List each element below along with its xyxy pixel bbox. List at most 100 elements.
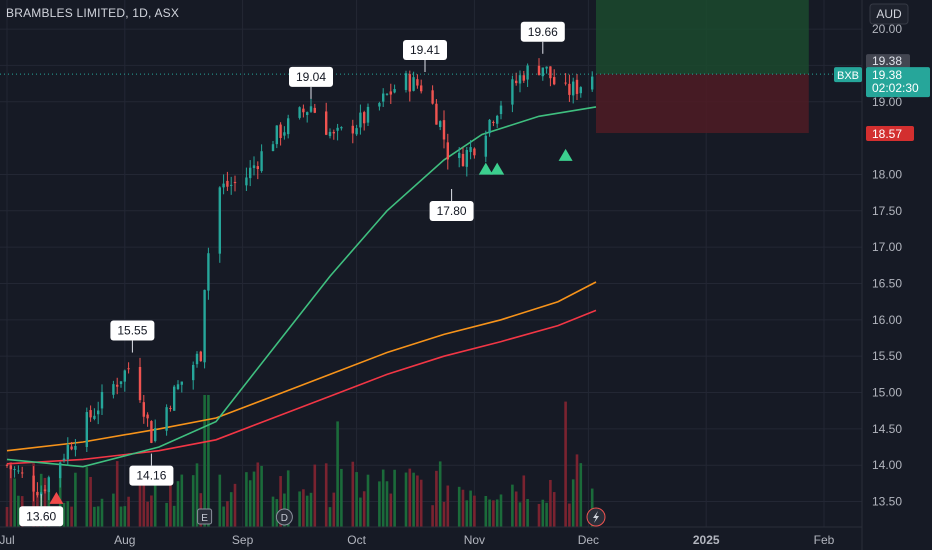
volume-bar (248, 480, 252, 527)
volume-bar (446, 485, 450, 527)
x-tick-label: Dec (578, 533, 599, 547)
callout-box[interactable] (429, 200, 474, 221)
candle-body (553, 77, 556, 85)
volume-bar (275, 499, 279, 527)
volume-bar (526, 499, 529, 527)
upper-price-tag (866, 54, 910, 69)
candle-body (59, 462, 62, 479)
volume-bar (355, 472, 358, 527)
volume-bar (518, 502, 522, 527)
candle-body (492, 121, 495, 123)
candle-body (5, 464, 9, 466)
candle-body (572, 81, 575, 96)
candle-body (123, 370, 126, 382)
candle-body (165, 407, 168, 431)
candle-body (112, 384, 115, 395)
candle-body (325, 111, 328, 135)
candle-body (336, 127, 339, 131)
callout-box[interactable] (129, 465, 174, 486)
candle-body (549, 66, 552, 79)
volume-bar (115, 461, 119, 527)
candle-body (363, 112, 366, 124)
buy-signal-icon (478, 162, 493, 175)
volume-bar (305, 495, 309, 527)
candle-body (252, 165, 256, 169)
callout-box[interactable] (289, 66, 333, 87)
dividend-icon[interactable] (275, 508, 293, 526)
volume-bar (552, 492, 556, 527)
volume-bar (340, 468, 343, 527)
symbol-tag[interactable] (834, 67, 862, 83)
candle-body (442, 120, 446, 140)
volume-bar (165, 502, 168, 527)
volume-bar (85, 467, 89, 527)
candle-body (412, 77, 415, 91)
candle-body (499, 105, 503, 115)
bolt-icon (593, 511, 599, 523)
volume-bar (328, 507, 332, 527)
candle-body (568, 83, 571, 95)
candle-body (93, 415, 96, 419)
candle-body (545, 66, 548, 69)
y-tick-label: 19.00 (872, 95, 902, 109)
callout-box[interactable] (19, 506, 64, 527)
volume-bar (385, 481, 389, 527)
volume-bar (473, 495, 476, 527)
buy-signal-icon (490, 162, 505, 175)
volume-bar (309, 492, 313, 527)
volume-bar (522, 475, 526, 527)
volume-bar (279, 476, 282, 527)
volume-bar (495, 499, 499, 527)
volume-bar (112, 493, 115, 527)
candle-body (404, 73, 408, 90)
volume-bar (96, 506, 100, 527)
candle-body (192, 364, 195, 381)
volume-bar (457, 486, 461, 527)
candle-body (203, 289, 206, 363)
currency-box[interactable] (869, 3, 909, 25)
candle-body (36, 491, 39, 496)
volume-bar (362, 491, 366, 527)
candle-body (283, 132, 286, 136)
x-tick-label: 2025 (693, 533, 720, 547)
callout-box[interactable] (403, 39, 447, 60)
candle-body (21, 472, 24, 474)
volume-bar (180, 474, 184, 527)
candle-body (85, 412, 88, 447)
candle-body (256, 166, 259, 170)
callout-box[interactable] (520, 21, 565, 42)
x-tick-label: Nov (464, 533, 485, 547)
event-marker-label: E (201, 513, 208, 524)
callout-box[interactable] (110, 320, 155, 341)
sell-signal-icon (49, 491, 64, 504)
volume-bar (195, 463, 199, 527)
candle-body (378, 103, 381, 107)
last-price-tag[interactable] (866, 67, 930, 98)
moving-average-fast (6, 106, 597, 468)
candle-body (446, 142, 449, 160)
earnings-icon[interactable] (197, 508, 213, 525)
countdown-label: 02:02:30 (872, 81, 919, 95)
volume-bar (298, 491, 301, 527)
volume-bar (127, 496, 130, 527)
event-marker-label: D (281, 513, 288, 524)
candle-body (302, 108, 305, 113)
candle-body (116, 384, 119, 387)
volume-bar (153, 485, 157, 527)
volume-bar (123, 506, 127, 527)
volume-bar (229, 492, 233, 527)
target-zone (596, 0, 809, 75)
candle-body (518, 75, 522, 84)
callout-label: 19.04 (296, 70, 326, 84)
candle-body (180, 381, 183, 385)
candle-body (218, 187, 221, 254)
volume-bar (419, 479, 423, 527)
volume-bar (62, 502, 66, 527)
y-tick-label: 16.00 (872, 313, 902, 327)
candle-body (309, 106, 313, 112)
candle-body (195, 353, 199, 365)
candle-body (169, 408, 172, 410)
volume-bar (302, 489, 305, 527)
